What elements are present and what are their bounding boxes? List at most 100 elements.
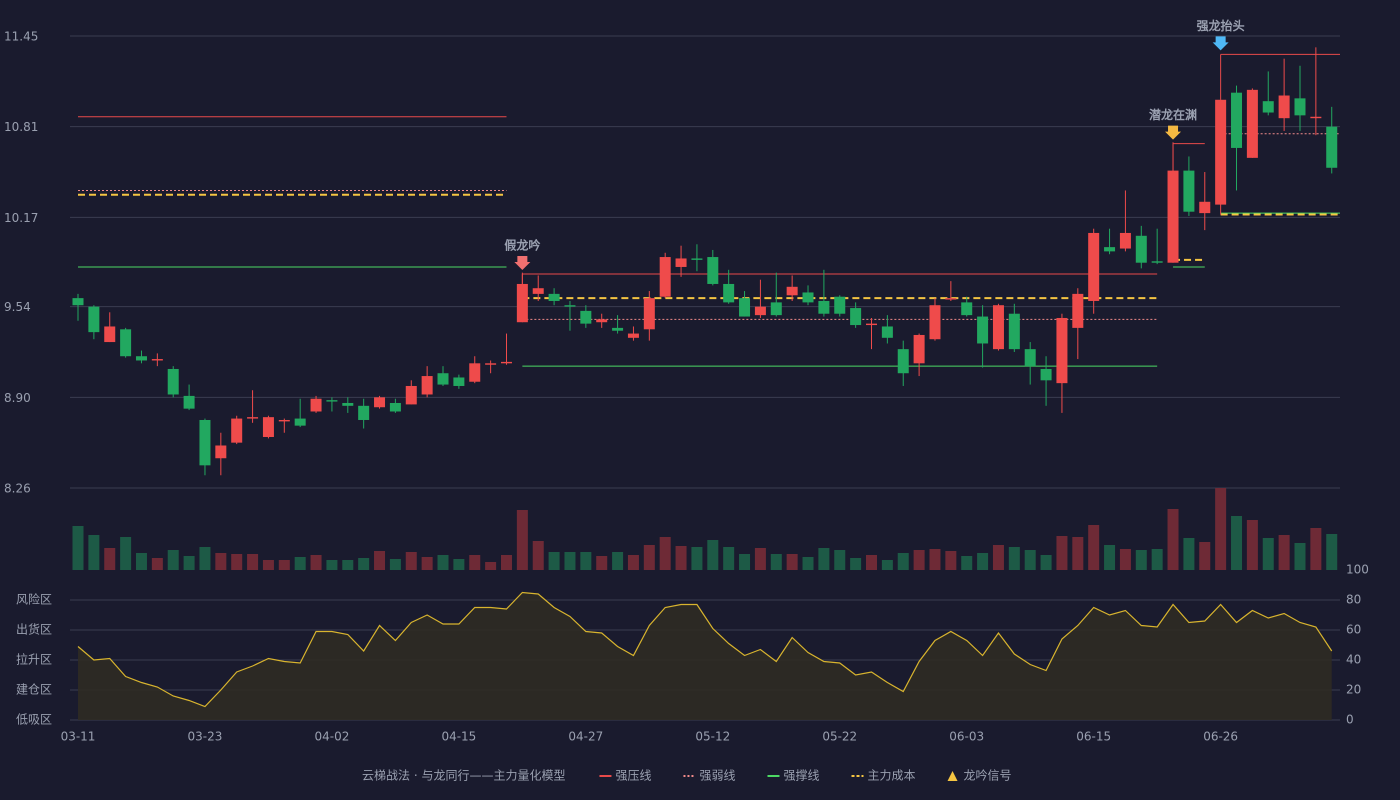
candle-body xyxy=(1024,349,1036,367)
volume-bar xyxy=(453,559,465,570)
oscillator-line xyxy=(77,591,1333,708)
candle-body xyxy=(754,306,766,316)
volume-bar xyxy=(405,552,417,570)
candle-body xyxy=(120,329,132,357)
candle-body xyxy=(532,288,544,294)
candle-body xyxy=(199,419,211,466)
candle-body xyxy=(1088,232,1100,301)
zone-label: 低吸区 xyxy=(16,713,52,727)
candle-body xyxy=(294,418,306,426)
candle-body xyxy=(167,368,179,395)
candle-body xyxy=(374,397,386,408)
candle-body xyxy=(183,395,195,409)
volume-bar xyxy=(1151,549,1163,570)
volume-bar xyxy=(564,552,576,570)
candle-body xyxy=(675,258,687,267)
volume-bar xyxy=(167,550,179,570)
candle-body xyxy=(1008,313,1020,350)
y2-tick-label: 40 xyxy=(1346,653,1361,667)
volume-bar xyxy=(881,560,893,570)
candle-body xyxy=(326,400,338,402)
candle-body xyxy=(770,302,782,316)
volume-bar xyxy=(104,548,116,570)
legend-label: 强弱线 xyxy=(699,769,735,783)
x-tick-label: 03-23 xyxy=(188,730,223,744)
candle-body xyxy=(961,302,973,316)
volume-bar xyxy=(421,557,433,570)
volume-bar xyxy=(1310,528,1322,570)
volume-bar xyxy=(1088,525,1100,570)
volume-bar xyxy=(802,557,814,570)
volume-bar xyxy=(389,559,401,570)
candle-body xyxy=(389,402,401,412)
candle-body xyxy=(1294,98,1306,116)
volume-bar xyxy=(88,535,100,570)
volume-bar xyxy=(1278,535,1290,570)
volume-bar xyxy=(707,540,719,570)
candle-body xyxy=(278,419,290,422)
volume-bar xyxy=(612,552,624,570)
candle-body xyxy=(1119,232,1131,249)
candle-body xyxy=(437,373,449,385)
legend-label: 主力成本 xyxy=(868,769,916,783)
candle-body xyxy=(516,283,528,323)
volume-bar xyxy=(723,547,735,570)
volume-bar xyxy=(659,537,671,570)
candle-body xyxy=(262,417,274,437)
volume-bar xyxy=(1246,520,1258,570)
zone-label: 出货区 xyxy=(16,622,52,637)
candle-body xyxy=(1183,170,1195,212)
volume-bar xyxy=(262,560,274,570)
candle-body xyxy=(627,333,639,338)
volume-bar xyxy=(739,554,751,570)
candle-body xyxy=(786,286,798,296)
candle-body xyxy=(802,292,814,303)
x-tick-label: 03-11 xyxy=(61,730,96,744)
candle-body xyxy=(1040,368,1052,381)
volume-bar xyxy=(310,555,322,570)
candle-body xyxy=(247,417,259,419)
candle-body xyxy=(215,445,227,459)
volume-bar xyxy=(532,541,544,570)
candle-body xyxy=(358,405,370,420)
y-tick-label: 9.54 xyxy=(4,300,31,314)
x-tick-label: 04-27 xyxy=(568,730,603,744)
legend-title: 云梯战法 · 与龙同行——主力量化模型 xyxy=(362,769,565,783)
volume-bar xyxy=(326,560,338,570)
volume-bar xyxy=(183,556,195,570)
candle-body xyxy=(405,385,417,405)
candle-body xyxy=(1135,235,1147,263)
y-tick-label: 11.45 xyxy=(4,30,38,44)
candle-body xyxy=(1104,247,1116,252)
volume-bar xyxy=(1135,550,1147,570)
volume-bar xyxy=(516,510,528,570)
volume-bar xyxy=(342,560,354,570)
volume-bar xyxy=(675,546,687,570)
y-tick-label: 10.81 xyxy=(4,120,38,134)
volume-bar xyxy=(120,537,132,570)
volume-bar xyxy=(1024,550,1036,570)
candle-body xyxy=(659,257,671,297)
x-tick-label: 06-03 xyxy=(949,730,984,744)
candle-body xyxy=(564,305,576,307)
volume-bar xyxy=(850,558,862,570)
volume-bar xyxy=(1326,534,1338,570)
volume-bar xyxy=(469,555,481,570)
candle-body xyxy=(1278,95,1290,119)
volume-bar xyxy=(961,556,973,570)
volume-bar xyxy=(1183,538,1195,570)
volume-bar xyxy=(580,552,592,570)
volume-bar xyxy=(1008,547,1020,570)
candle-body xyxy=(548,293,560,301)
y2-tick-label: 20 xyxy=(1346,683,1361,697)
y2-tick-label: 100 xyxy=(1346,563,1369,577)
volume-bar xyxy=(231,554,243,570)
candle-body xyxy=(1072,293,1084,328)
legend-swatch xyxy=(947,771,958,781)
volume-bar xyxy=(247,554,259,570)
volume-bar xyxy=(1167,509,1179,570)
volume-bar xyxy=(770,554,782,570)
signal-arrow xyxy=(1165,125,1182,140)
volume-bar xyxy=(929,549,941,570)
candle-body xyxy=(612,327,624,331)
